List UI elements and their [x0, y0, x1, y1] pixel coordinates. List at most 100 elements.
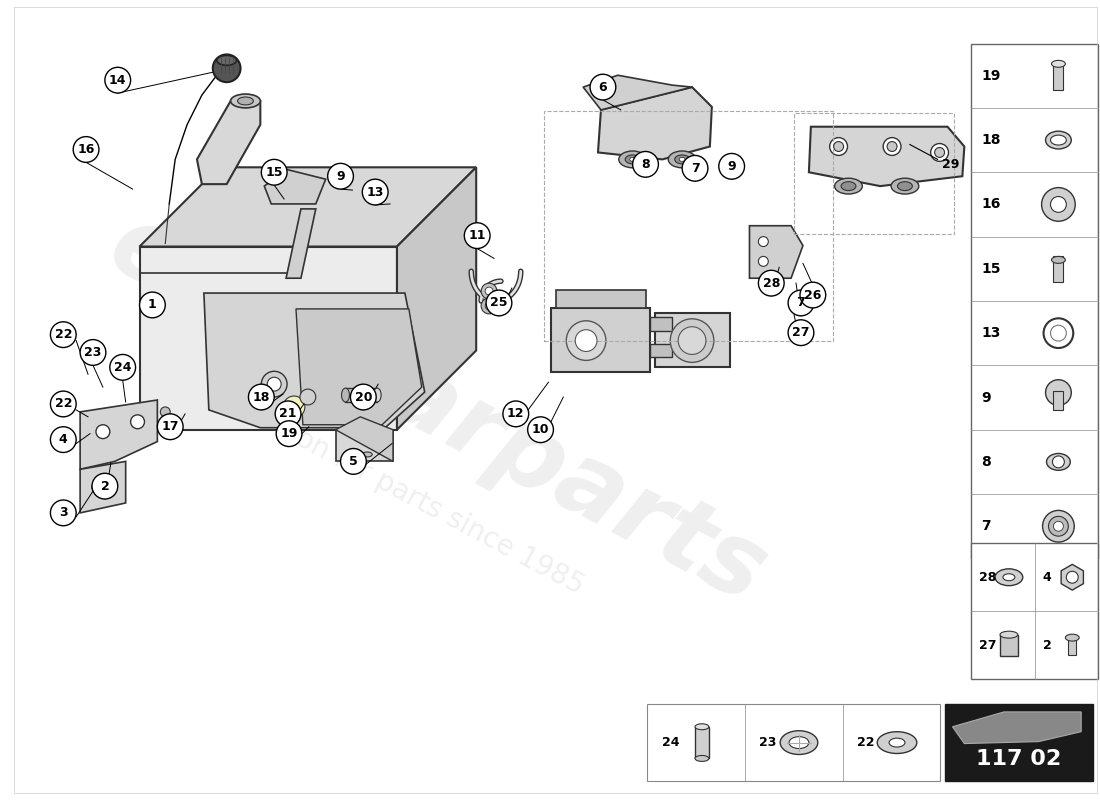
Text: 19: 19 — [280, 427, 298, 440]
Text: 9: 9 — [337, 170, 344, 182]
Ellipse shape — [1050, 135, 1066, 145]
Bar — [1068, 636, 1076, 655]
Bar — [971, 43, 1098, 558]
Bar — [1054, 62, 1064, 90]
Text: 23: 23 — [85, 346, 101, 359]
Bar — [695, 726, 708, 758]
Circle shape — [262, 159, 287, 185]
Ellipse shape — [1000, 631, 1018, 638]
Polygon shape — [80, 462, 125, 513]
Text: 27: 27 — [792, 326, 810, 339]
Polygon shape — [204, 293, 425, 428]
Circle shape — [464, 222, 491, 249]
Ellipse shape — [842, 182, 856, 190]
Circle shape — [931, 143, 948, 162]
Circle shape — [1054, 522, 1064, 531]
Circle shape — [788, 320, 814, 346]
Text: 8: 8 — [981, 455, 991, 469]
Text: 9: 9 — [981, 390, 991, 405]
Ellipse shape — [695, 724, 708, 730]
Circle shape — [485, 287, 493, 295]
Circle shape — [528, 417, 553, 442]
Polygon shape — [808, 126, 965, 186]
Ellipse shape — [679, 158, 685, 162]
Text: 7: 7 — [796, 297, 805, 310]
Text: 6: 6 — [598, 81, 607, 94]
Circle shape — [590, 74, 616, 100]
Circle shape — [51, 322, 76, 347]
Text: 13: 13 — [366, 186, 384, 198]
Circle shape — [1045, 380, 1071, 406]
Circle shape — [481, 283, 497, 299]
Circle shape — [670, 319, 714, 362]
Ellipse shape — [1052, 257, 1065, 263]
Circle shape — [283, 396, 305, 418]
Ellipse shape — [341, 388, 350, 402]
Circle shape — [682, 155, 708, 181]
Circle shape — [758, 257, 768, 266]
Ellipse shape — [891, 178, 918, 194]
Bar — [557, 290, 646, 308]
Ellipse shape — [1003, 574, 1015, 581]
Text: 12: 12 — [507, 407, 525, 420]
Circle shape — [800, 282, 826, 308]
Circle shape — [1050, 197, 1066, 212]
Ellipse shape — [1045, 131, 1071, 149]
Ellipse shape — [161, 407, 170, 417]
Text: eurocarparts: eurocarparts — [92, 196, 781, 624]
Circle shape — [104, 67, 131, 93]
Text: 28: 28 — [979, 570, 997, 584]
Ellipse shape — [1052, 60, 1065, 67]
Bar — [794, 113, 955, 234]
Circle shape — [328, 163, 353, 189]
Bar — [1000, 634, 1018, 657]
Circle shape — [829, 138, 847, 155]
Circle shape — [267, 378, 282, 391]
Circle shape — [140, 292, 165, 318]
Text: 7: 7 — [691, 162, 700, 174]
Ellipse shape — [1065, 634, 1079, 641]
Text: 17: 17 — [162, 420, 179, 434]
Circle shape — [566, 321, 606, 360]
Circle shape — [131, 415, 144, 429]
Text: 8: 8 — [641, 158, 650, 171]
Bar — [971, 542, 1098, 679]
Ellipse shape — [625, 155, 640, 164]
Text: 16: 16 — [77, 143, 95, 156]
Bar — [1054, 256, 1064, 282]
Bar — [650, 317, 672, 330]
Text: 16: 16 — [981, 198, 1001, 211]
Circle shape — [276, 421, 301, 446]
Polygon shape — [953, 712, 1081, 743]
Circle shape — [212, 54, 241, 82]
Polygon shape — [264, 170, 326, 204]
Circle shape — [157, 414, 183, 440]
Text: 24: 24 — [114, 361, 131, 374]
Circle shape — [788, 290, 814, 316]
Circle shape — [92, 474, 118, 499]
Circle shape — [74, 137, 99, 162]
Polygon shape — [598, 87, 712, 159]
Circle shape — [679, 326, 706, 354]
Circle shape — [351, 384, 376, 410]
Text: 20: 20 — [354, 390, 372, 403]
Text: 29: 29 — [942, 158, 959, 171]
Circle shape — [110, 354, 135, 380]
Ellipse shape — [1046, 454, 1070, 470]
Text: 15: 15 — [981, 262, 1001, 276]
Bar — [1054, 390, 1064, 410]
Text: a passion for parts since 1985: a passion for parts since 1985 — [206, 378, 588, 600]
Text: 4: 4 — [1043, 570, 1052, 584]
Text: 11: 11 — [469, 229, 486, 242]
Circle shape — [92, 481, 103, 493]
Polygon shape — [197, 101, 261, 184]
Ellipse shape — [789, 737, 808, 749]
Circle shape — [1044, 318, 1074, 348]
Ellipse shape — [238, 97, 253, 105]
Polygon shape — [336, 417, 393, 462]
Bar — [543, 111, 833, 341]
Bar — [945, 704, 1093, 782]
Text: 14: 14 — [109, 74, 126, 86]
Ellipse shape — [231, 94, 261, 108]
Text: 21: 21 — [279, 407, 297, 420]
